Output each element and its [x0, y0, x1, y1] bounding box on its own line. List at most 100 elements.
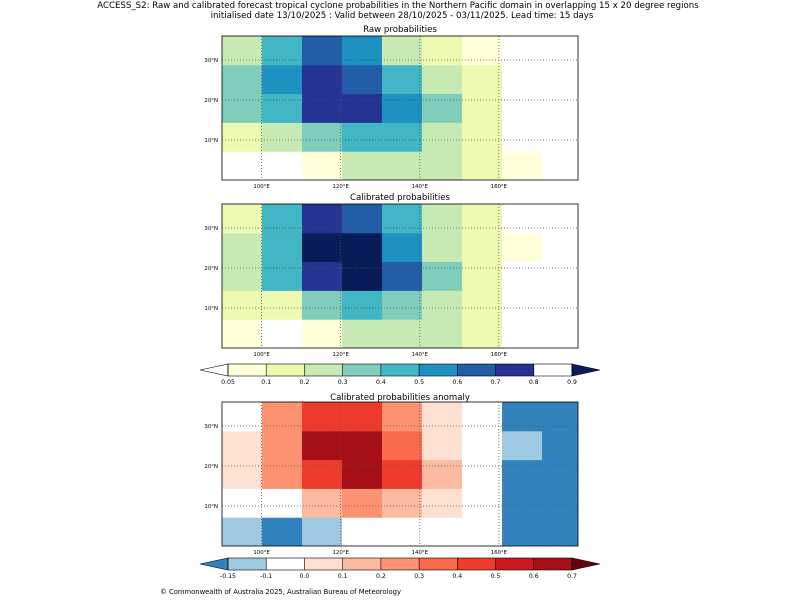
colorbar-tick-label: -0.1 — [260, 573, 272, 580]
region-cell — [222, 459, 263, 489]
region-cell — [222, 261, 263, 291]
region-cell — [502, 290, 543, 320]
lon-tick-label: 100°E — [253, 184, 270, 190]
region-cell — [262, 261, 303, 291]
region-cell — [542, 36, 578, 66]
colorbar-frame — [227, 557, 573, 571]
region-cell — [262, 430, 303, 461]
region-cell — [222, 204, 263, 234]
region-cell — [422, 232, 463, 263]
copyright-notice: © Commonwealth of Australia 2025, Austra… — [160, 588, 401, 596]
colorbar-tick-label: 0.8 — [529, 379, 539, 386]
colorbar-tick-label: 0.2 — [300, 379, 310, 386]
region-cell — [222, 36, 263, 66]
region-cell — [342, 517, 383, 546]
region-cell — [262, 204, 303, 234]
lon-tick-label: 160°E — [491, 184, 508, 190]
region-cell — [462, 204, 503, 234]
colorbar-tick-label: 0.2 — [376, 573, 386, 580]
region-cell — [342, 232, 383, 263]
region-cell — [542, 232, 578, 263]
region-cell — [262, 319, 303, 348]
colorbar-tick-label: 0.05 — [221, 379, 235, 386]
region-cell — [502, 36, 543, 66]
region-cell — [382, 402, 423, 432]
colorbar-tick-label: 0.0 — [300, 573, 310, 580]
region-cell — [462, 319, 503, 348]
anomaly-map: 100°E 120°E 140°E 160°E 30°N 20°N 10°N — [204, 401, 579, 556]
region-cell — [422, 402, 463, 432]
lon-tick-label: 120°E — [332, 550, 349, 556]
colorbar-tick-label: 0.9 — [567, 379, 577, 386]
lat-tick-label: 30°N — [204, 424, 218, 430]
region-cell — [422, 204, 463, 234]
region-cell — [302, 122, 343, 152]
region-cell — [382, 430, 423, 461]
anomaly-colorbar: -0.15 -0.1 0.0 0.1 0.2 0.3 0.4 0.5 0.6 0.7 — [199, 557, 601, 580]
lat-tick-label: 10°N — [204, 306, 218, 312]
region-cell — [422, 122, 463, 152]
region-cell — [502, 64, 543, 95]
region-cell — [422, 319, 463, 348]
region-cell — [342, 204, 383, 234]
colorbar-segment — [419, 364, 458, 376]
region-cell — [462, 261, 503, 291]
region-cell — [382, 488, 423, 518]
lon-tick-label: 120°E — [332, 184, 349, 190]
region-cell — [302, 93, 343, 123]
region-cell — [462, 151, 503, 180]
region-cell — [502, 319, 543, 348]
region-cell — [222, 488, 263, 518]
region-cell — [342, 459, 383, 489]
region-cell — [542, 517, 578, 546]
region-cell — [302, 459, 343, 489]
region-cell — [462, 36, 503, 66]
region-cell — [382, 517, 423, 546]
colorbar-segment — [304, 558, 343, 570]
region-cell — [542, 122, 578, 152]
region-cell — [262, 517, 303, 546]
colorbar-segment — [419, 558, 458, 570]
region-cell — [302, 290, 343, 320]
region-cell — [302, 151, 343, 180]
region-cell — [262, 64, 303, 95]
region-cell — [422, 517, 463, 546]
colorbar-segment — [457, 364, 496, 376]
colorbar-tick-label: 0.5 — [414, 379, 424, 386]
region-cell — [342, 93, 383, 123]
lat-tick-label: 10°N — [204, 504, 218, 510]
anomaly-panel-title: Calibrated probabilities anomaly — [330, 393, 470, 403]
colorbar-tick-label: 0.7 — [491, 379, 501, 386]
region-cell — [262, 290, 303, 320]
raw-panel-title: Raw probabilities — [363, 25, 437, 35]
colorbar-tick-label: 0.1 — [261, 379, 271, 386]
region-cell — [542, 93, 578, 123]
region-cell — [462, 402, 503, 432]
region-cell — [502, 93, 543, 123]
region-cell — [342, 151, 383, 180]
region-cell — [302, 64, 343, 95]
map-frame — [221, 401, 579, 547]
lat-tick-label: 30°N — [204, 226, 218, 232]
region-cell — [502, 261, 543, 291]
map-frame — [221, 35, 579, 181]
colorbar-tick-label: 0.1 — [338, 573, 348, 580]
cell-grid — [222, 402, 578, 546]
region-cell — [542, 151, 578, 180]
colorbar-segment — [342, 558, 382, 570]
region-cell — [222, 517, 263, 546]
region-cell — [422, 64, 463, 95]
region-cell — [462, 488, 503, 518]
region-cell — [422, 430, 463, 461]
region-cell — [422, 290, 463, 320]
region-cell — [302, 261, 343, 291]
region-cell — [342, 402, 383, 432]
region-cell — [462, 517, 503, 546]
region-cell — [422, 93, 463, 123]
region-cell — [502, 204, 543, 234]
region-cell — [382, 204, 423, 234]
region-cell — [302, 204, 343, 234]
region-cell — [382, 459, 423, 489]
region-cell — [342, 122, 383, 152]
